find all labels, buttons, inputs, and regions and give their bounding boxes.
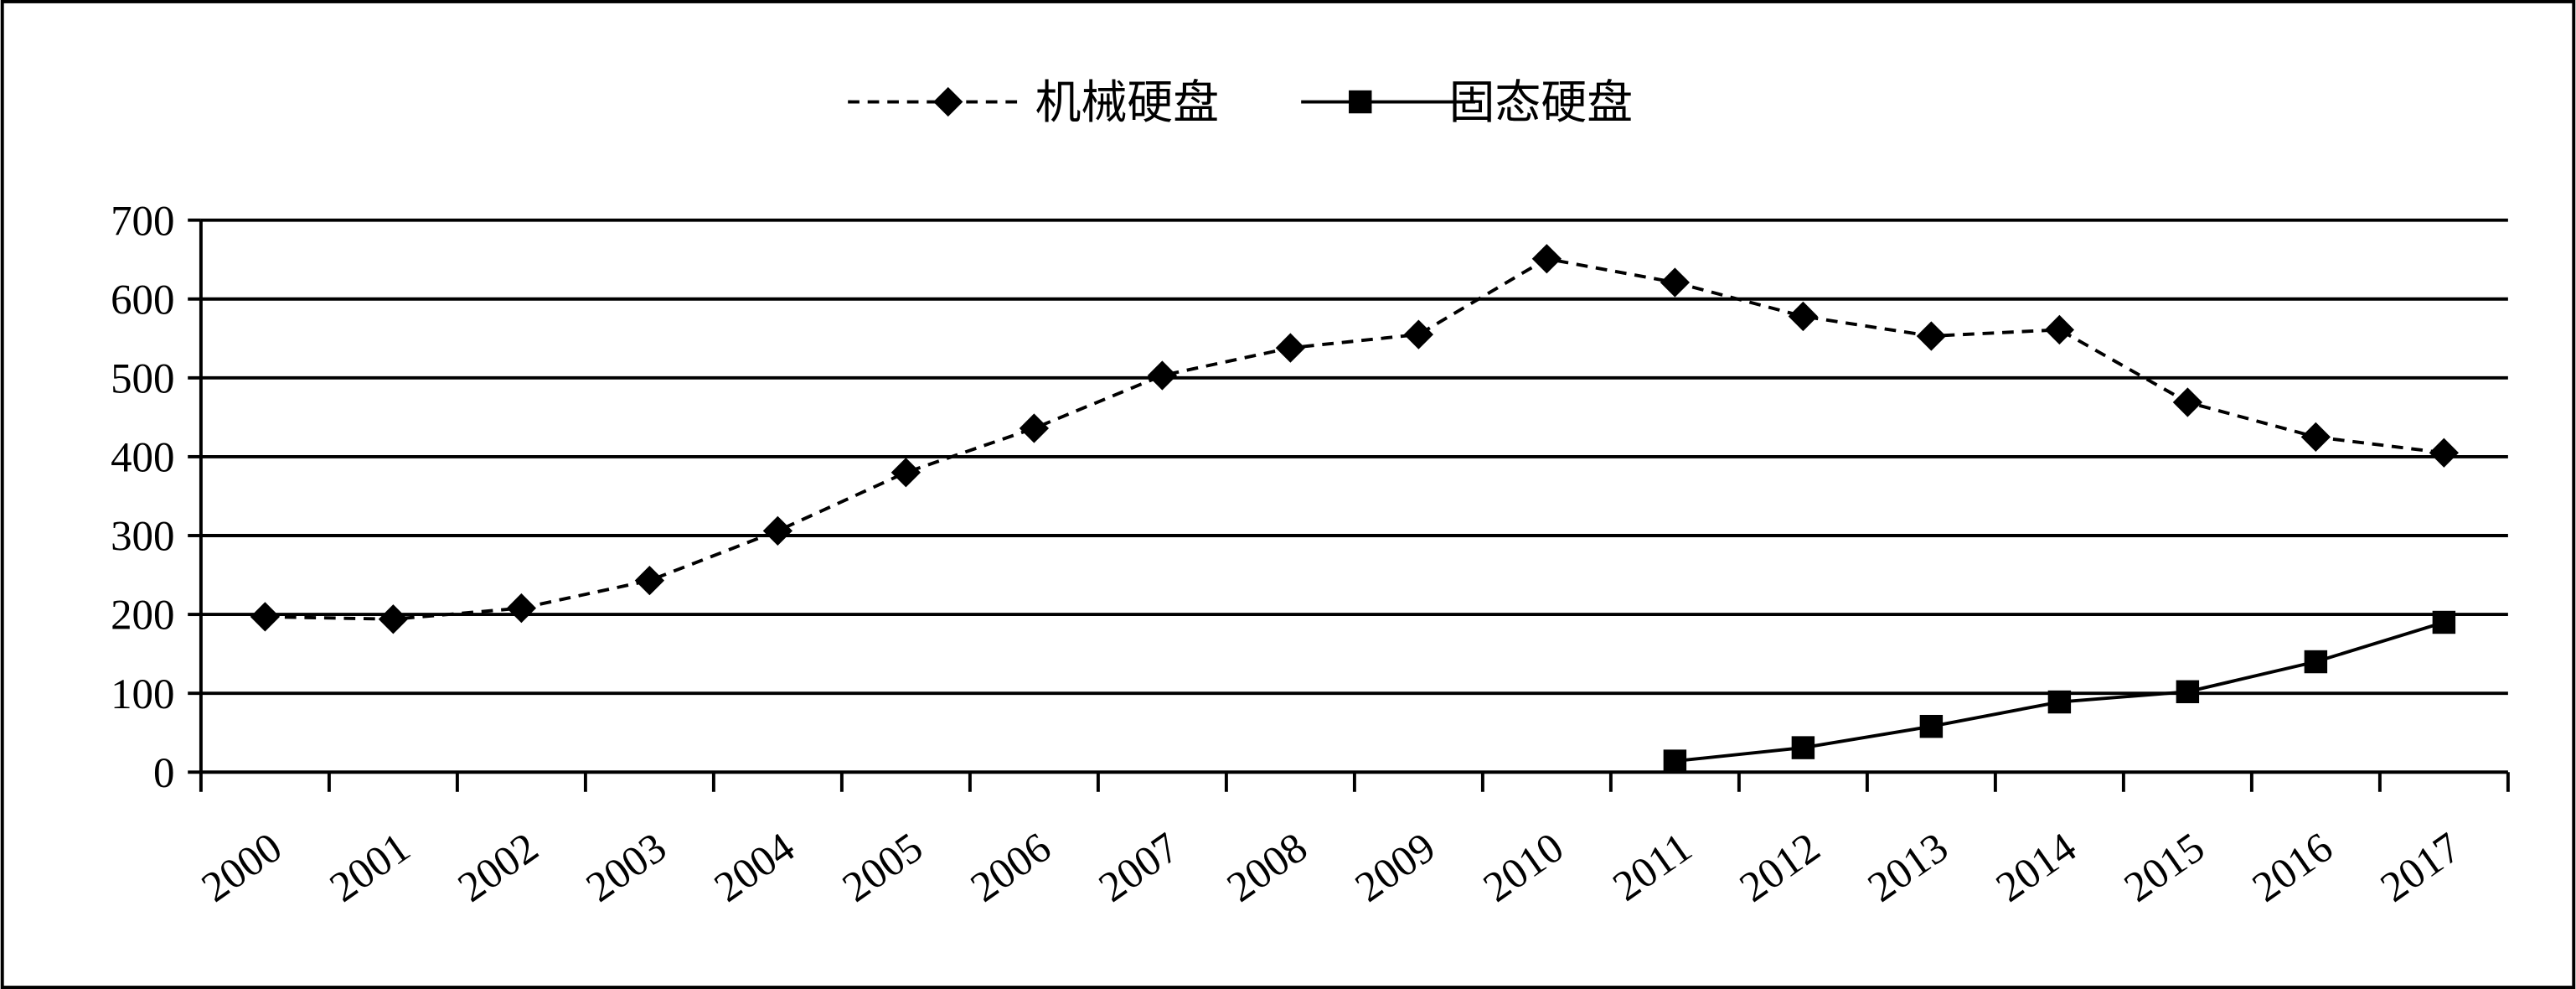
data-point — [2432, 610, 2456, 634]
data-point — [1663, 749, 1687, 773]
y-tick-label: 0 — [153, 750, 174, 797]
y-tick-label: 300 — [111, 514, 174, 561]
legend-marker — [933, 86, 963, 117]
legend-label: 机械硬盘 — [1035, 77, 1220, 128]
data-point — [1531, 244, 1562, 274]
y-tick-label: 100 — [111, 671, 174, 718]
legend-marker — [1349, 90, 1372, 114]
data-point — [634, 565, 665, 596]
data-point — [506, 593, 537, 624]
data-point — [2304, 650, 2328, 674]
data-point — [762, 515, 793, 546]
data-point — [2172, 387, 2203, 417]
data-point — [250, 602, 281, 632]
data-point — [1788, 301, 1819, 332]
y-tick-label: 500 — [111, 355, 174, 402]
data-point — [2429, 438, 2460, 468]
series-line — [265, 256, 2444, 621]
y-tick-label: 200 — [111, 593, 174, 639]
legend-label: 固态硬盘 — [1449, 77, 1634, 128]
y-tick-label: 600 — [111, 277, 174, 324]
y-tick-label: 400 — [111, 435, 174, 482]
data-point — [1019, 413, 1050, 443]
data-point — [1791, 736, 1815, 759]
data-point — [2300, 422, 2331, 453]
data-point — [378, 604, 409, 634]
data-point — [1919, 714, 1944, 738]
y-tick-label: 700 — [111, 198, 174, 245]
data-point — [1275, 333, 1306, 363]
data-point — [2047, 690, 2072, 714]
data-point — [891, 458, 921, 488]
data-point — [2176, 680, 2200, 704]
data-point — [1660, 267, 1691, 298]
data-point — [1147, 360, 1178, 391]
